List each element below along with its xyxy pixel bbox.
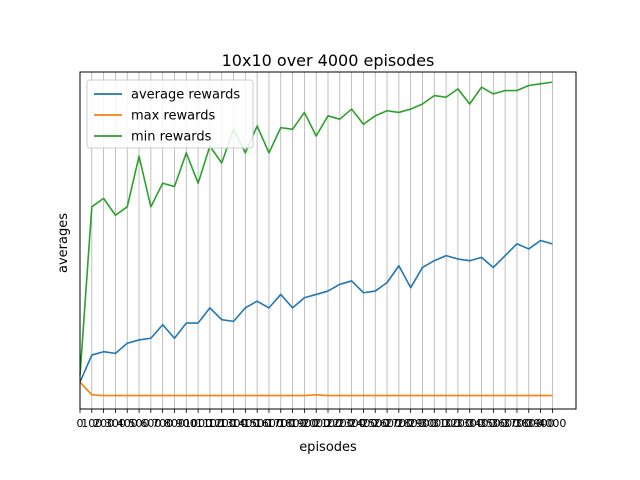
x-tick-label: 3100	[432, 417, 460, 430]
x-tick-label: 400	[117, 417, 138, 430]
x-tick-label: 700	[152, 417, 173, 430]
x-tick-label: 3800	[515, 417, 543, 430]
x-tick-label: 100	[81, 417, 102, 430]
x-tick-label: 200	[93, 417, 114, 430]
legend-label-average-rewards: average rewards	[131, 88, 240, 103]
x-tick-label: 2300	[338, 417, 366, 430]
x-tick-label: 3900	[527, 417, 555, 430]
x-tick-label: 1500	[243, 417, 271, 430]
chart-title: 10x10 over 4000 episodes	[222, 51, 435, 70]
x-tick-label: 3500	[479, 417, 507, 430]
x-tick-label: 1300	[220, 417, 248, 430]
x-tick-label: 2800	[397, 417, 425, 430]
x-tick-label: 600	[140, 417, 161, 430]
x-tick-label: 500	[129, 417, 150, 430]
x-tick-label: 0	[77, 417, 84, 430]
x-tick-label: 800	[164, 417, 185, 430]
x-tick-label: 2600	[373, 417, 401, 430]
x-tick-label: 3700	[503, 417, 531, 430]
x-tick-label: 3400	[468, 417, 496, 430]
x-tick-label: 1600	[255, 417, 283, 430]
x-tick-label: 1800	[279, 417, 307, 430]
x-axis-label: episodes	[299, 440, 357, 455]
x-tick-label: 1200	[208, 417, 236, 430]
x-tick-label: 3600	[491, 417, 519, 430]
legend-label-min-rewards: min rewards	[131, 130, 212, 145]
x-tick-label: 900	[176, 417, 197, 430]
series-layer	[79, 81, 553, 397]
x-tick-label: 2200	[326, 417, 354, 430]
x-tick-label: 2500	[361, 417, 389, 430]
x-tick-label: 3000	[420, 417, 448, 430]
x-tick-label: 1900	[290, 417, 318, 430]
x-tick-label: 2700	[385, 417, 413, 430]
x-tick-label: 1000	[184, 417, 212, 430]
x-tick-label: 3200	[444, 417, 472, 430]
series-line-min-rewards	[79, 81, 553, 376]
x-tick-label: 2900	[408, 417, 436, 430]
legend-label-max-rewards: max rewards	[131, 109, 215, 124]
x-tick-label: 2400	[349, 417, 377, 430]
x-tick-label: 300	[105, 417, 126, 430]
series-line-average-rewards	[79, 239, 553, 383]
x-tick-label: 1100	[196, 417, 224, 430]
x-tick-label: 2000	[302, 417, 330, 430]
x-tick-label: 3300	[456, 417, 484, 430]
series-line-max-rewards	[79, 381, 553, 397]
x-tick-label: 4000	[538, 417, 566, 430]
x-tick-label: 1400	[231, 417, 259, 430]
legend-box	[86, 79, 254, 149]
x-tick-label: 2100	[314, 417, 342, 430]
legend: average rewards max rewards min rewards	[86, 79, 254, 149]
x-tick-label: 1700	[267, 417, 295, 430]
tick-layer: 0100200300400500600700800900100011001200…	[77, 409, 566, 430]
y-axis-label: averages	[56, 213, 71, 273]
